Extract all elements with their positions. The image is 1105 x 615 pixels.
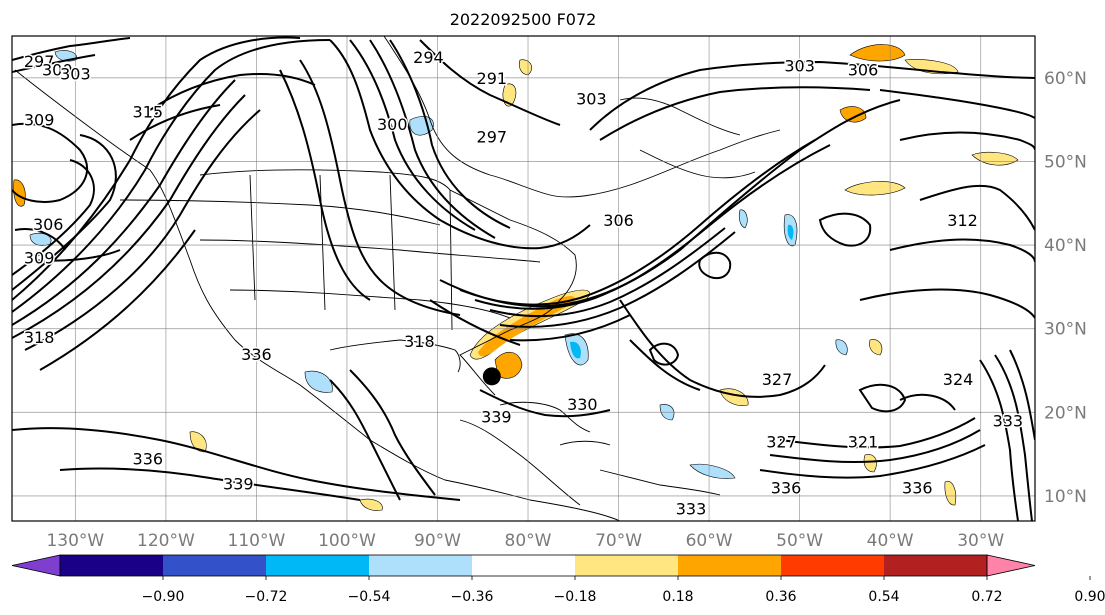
colorbar-segment xyxy=(163,555,266,576)
contour-label: 339 xyxy=(481,407,512,426)
storm-center-dot xyxy=(482,367,501,386)
colorbar-segment xyxy=(472,555,575,576)
colorbar-tick-label: −0.72 xyxy=(245,589,288,605)
longitude-label: 90°W xyxy=(414,531,461,551)
latitude-label: 60°N xyxy=(1044,69,1087,89)
contour-label: 294 xyxy=(413,48,444,67)
contour-label: 330 xyxy=(567,395,598,414)
contour-label: 303 xyxy=(576,90,607,109)
colorbar-segment xyxy=(369,555,472,576)
colorbar-segment xyxy=(266,555,369,576)
latitude-label: 40°N xyxy=(1044,236,1087,256)
contour-label: 306 xyxy=(848,60,879,79)
colorbar-tick-label: 0.72 xyxy=(971,589,1002,605)
contour-label: 336 xyxy=(241,345,272,364)
contour-label: 327 xyxy=(762,370,793,389)
colorbar-segment xyxy=(678,555,781,576)
colorbar-extend-low xyxy=(11,554,61,577)
contour-label: 306 xyxy=(603,211,634,230)
contour-label: 315 xyxy=(133,102,164,121)
colorbar-segment xyxy=(884,555,987,576)
storm-center-marker xyxy=(482,367,501,386)
longitude-label: 100°W xyxy=(318,531,376,551)
colorbar-tick-label: −0.90 xyxy=(142,589,185,605)
latitude-label: 30°N xyxy=(1044,320,1087,340)
longitude-label: 50°W xyxy=(776,531,823,551)
colorbar: −0.90 −0.72 −0.54 −0.36 −0.18 0.18 0.36 0.54 0.7… xyxy=(11,554,1105,605)
contour-label: 300 xyxy=(377,115,408,134)
longitude-label: 40°W xyxy=(867,531,914,551)
latitude-label: 50°N xyxy=(1044,152,1087,172)
contour-label: 336 xyxy=(902,479,933,498)
map-title: 2022092500 F072 xyxy=(450,10,597,29)
longitude-label: 110°W xyxy=(228,531,286,551)
contour-label: 303 xyxy=(60,65,91,84)
colorbar-tick-label: −0.36 xyxy=(451,589,494,605)
longitude-label: 30°W xyxy=(957,531,1004,551)
latitude-label: 10°N xyxy=(1044,487,1087,507)
longitude-label: 120°W xyxy=(137,531,195,551)
longitude-tick-labels: 130°W 120°W 110°W 100°W 90°W 80°W 70°W 60°W 50°W… xyxy=(46,531,1004,551)
longitude-label: 130°W xyxy=(46,531,104,551)
contour-label: 318 xyxy=(404,332,435,351)
contour-label: 291 xyxy=(477,69,508,88)
colorbar-tick-label: 0.36 xyxy=(765,589,796,605)
contour-label: 324 xyxy=(943,370,974,389)
coastlines xyxy=(14,36,781,521)
contour-label: 306 xyxy=(33,215,64,234)
colorbar-extend-high xyxy=(986,554,1036,577)
contour-label: 300 xyxy=(42,60,73,79)
longitude-label: 80°W xyxy=(505,531,552,551)
contour-label: 333 xyxy=(993,412,1024,431)
contour-label: 318 xyxy=(24,328,55,347)
contour-label: 339 xyxy=(223,474,254,493)
colorbar-tick-label: −0.18 xyxy=(554,589,597,605)
colorbar-tick-label: 0.90 xyxy=(1074,589,1105,605)
longitude-label: 70°W xyxy=(595,531,642,551)
contour-label: 336 xyxy=(133,449,164,468)
colorbar-tick-label: −0.54 xyxy=(348,589,391,605)
colorbar-frame xyxy=(59,554,988,577)
colorbar-tick-label: 0.18 xyxy=(662,589,693,605)
contour-label: 312 xyxy=(947,211,978,230)
latitude-label: 20°N xyxy=(1044,403,1087,423)
colorbar-segment xyxy=(781,555,884,576)
contour-label: 336 xyxy=(771,479,802,498)
contour-label: 321 xyxy=(848,433,879,452)
colorbar-segment xyxy=(60,555,163,576)
contour-label: 309 xyxy=(24,249,55,268)
contour-label: 333 xyxy=(676,499,707,518)
theta-contours xyxy=(12,36,1035,521)
contour-label: 303 xyxy=(784,56,815,75)
contour-label: 297 xyxy=(24,52,55,71)
longitude-label: 60°W xyxy=(686,531,733,551)
colorbar-segment xyxy=(575,555,678,576)
colorbar-tick-label: 0.54 xyxy=(868,589,899,605)
contour-label: 309 xyxy=(24,111,55,130)
latitude-tick-labels: 60°N 50°N 40°N 30°N 20°N 10°N xyxy=(1044,69,1087,507)
contour-label: 327 xyxy=(766,433,797,452)
contour-label: 297 xyxy=(477,127,508,146)
